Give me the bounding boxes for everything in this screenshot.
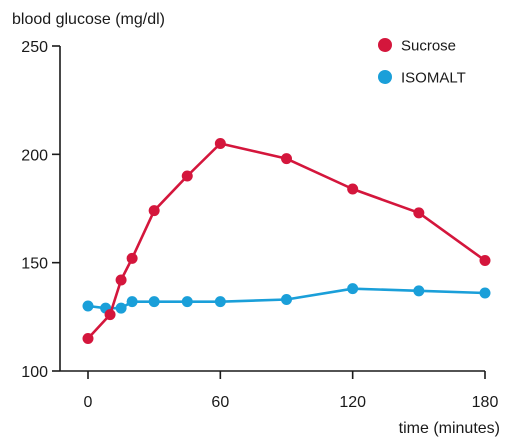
data-point <box>281 294 292 305</box>
data-point <box>126 252 138 264</box>
data-point <box>181 296 193 308</box>
y-tick-label: 250 <box>21 39 48 56</box>
data-point <box>104 309 116 321</box>
y-tick-label: 150 <box>21 256 48 273</box>
data-point <box>214 138 226 149</box>
data-point <box>347 283 359 295</box>
x-tick-label: 180 <box>472 394 499 411</box>
x-tick-label: 60 <box>211 394 229 411</box>
data-point <box>413 285 425 297</box>
data-point <box>82 300 94 312</box>
data-point <box>115 274 127 286</box>
y-tick-label: 100 <box>21 364 48 381</box>
axes: 100 150 200 250 0 60 120 180 <box>21 39 498 411</box>
legend-entry: ISOMALT <box>401 70 466 87</box>
data-point <box>214 296 226 308</box>
data-point <box>115 302 127 314</box>
data-point <box>413 207 425 219</box>
series-line <box>87 142 486 340</box>
legend-marker <box>378 70 392 84</box>
series-sucrose <box>82 138 491 344</box>
data-point <box>181 170 193 182</box>
data-point <box>126 296 138 308</box>
x-tick-label: 0 <box>84 394 93 411</box>
legend-entry: Sucrose <box>401 38 456 55</box>
data-point <box>479 255 491 266</box>
legend-marker <box>378 38 392 52</box>
y-tick-label: 200 <box>21 147 48 164</box>
data-point <box>281 153 292 165</box>
data-point <box>347 183 359 195</box>
y-axis-label: blood glucose (mg/dl) <box>12 11 165 28</box>
legend: Sucrose ISOMALT <box>378 38 466 87</box>
series-layer <box>82 138 491 344</box>
series-isomalt <box>82 283 491 314</box>
x-axis-label: time (minutes) <box>399 420 500 437</box>
x-tick-label: 120 <box>339 394 366 411</box>
data-point <box>148 205 160 217</box>
data-point <box>479 287 491 299</box>
data-point <box>148 296 160 308</box>
data-point <box>82 333 94 344</box>
